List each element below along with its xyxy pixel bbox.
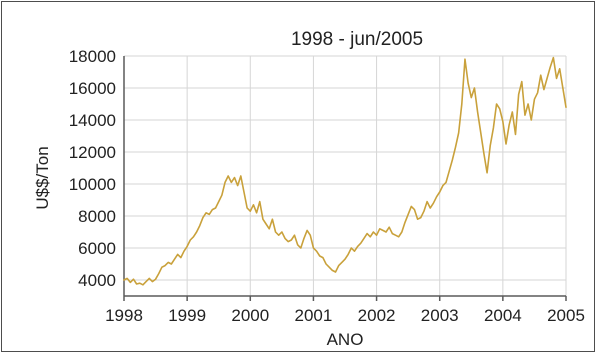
- x-tick-label: 2000: [231, 306, 269, 325]
- x-tick-label: 2005: [547, 306, 585, 325]
- y-tick-label: 18000: [69, 47, 116, 66]
- y-tick-label: 6000: [78, 239, 116, 258]
- tick-labels: 1998 1999 2000 2001 2002 2003 2004 2005 4000 6000…: [69, 47, 585, 325]
- series-line: [123, 56, 567, 286]
- x-tick-label: 2001: [295, 306, 333, 325]
- x-tick-label: 2004: [484, 306, 522, 325]
- chart-title: 1998 - jun/2005: [291, 29, 423, 50]
- x-tick-label: 2002: [358, 306, 396, 325]
- series-layer: [123, 56, 567, 286]
- x-axis-title: ANO: [327, 330, 364, 349]
- y-tick-label: 14000: [69, 111, 116, 130]
- y-axis-title: U$$/Ton: [33, 146, 52, 209]
- x-tick-label: 2003: [421, 306, 459, 325]
- y-tick-label: 8000: [78, 207, 116, 226]
- y-tick-label: 4000: [78, 271, 116, 290]
- axes: [123, 56, 567, 301]
- y-tick-label: 16000: [69, 79, 116, 98]
- x-tick-label: 1998: [105, 306, 143, 325]
- y-tick-label: 10000: [69, 175, 116, 194]
- x-tick-label: 1999: [168, 306, 206, 325]
- y-tick-label: 12000: [69, 143, 116, 162]
